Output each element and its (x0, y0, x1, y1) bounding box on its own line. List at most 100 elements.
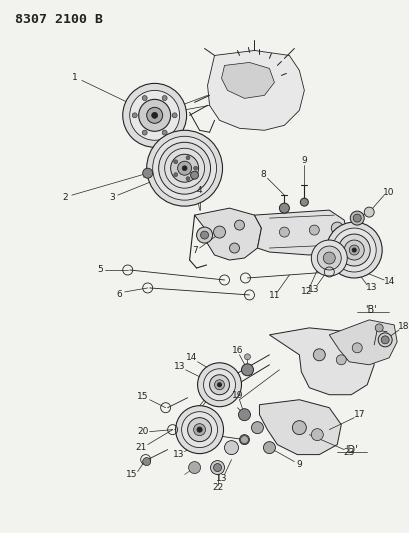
Circle shape (344, 240, 363, 260)
Circle shape (152, 136, 216, 200)
Circle shape (377, 333, 391, 347)
Circle shape (310, 429, 323, 441)
Polygon shape (194, 208, 261, 260)
Text: 14: 14 (382, 278, 394, 286)
Text: 14: 14 (185, 353, 197, 362)
Circle shape (348, 245, 358, 255)
Polygon shape (269, 328, 373, 395)
Text: 'B': 'B' (364, 305, 376, 315)
Text: 13: 13 (215, 474, 227, 483)
Text: 21: 21 (135, 443, 146, 452)
Circle shape (380, 336, 388, 344)
Circle shape (310, 240, 346, 276)
Circle shape (353, 214, 360, 222)
Circle shape (200, 231, 208, 239)
Circle shape (177, 161, 191, 175)
Polygon shape (259, 400, 340, 455)
Text: 3: 3 (109, 192, 115, 201)
Circle shape (151, 112, 157, 118)
Circle shape (138, 99, 170, 131)
Circle shape (142, 130, 147, 135)
Circle shape (217, 383, 221, 387)
Circle shape (374, 324, 382, 332)
Circle shape (241, 364, 253, 376)
Circle shape (186, 156, 189, 160)
Text: 1: 1 (72, 73, 78, 82)
Circle shape (197, 363, 241, 407)
Circle shape (142, 95, 147, 101)
Circle shape (188, 462, 200, 473)
Circle shape (238, 409, 250, 421)
Circle shape (351, 248, 355, 252)
Circle shape (244, 354, 250, 360)
Text: 8: 8 (260, 169, 266, 179)
Circle shape (197, 427, 202, 432)
Circle shape (351, 343, 361, 353)
Circle shape (292, 421, 306, 434)
Circle shape (224, 441, 238, 455)
Text: 13: 13 (173, 362, 185, 372)
Circle shape (239, 434, 249, 445)
Circle shape (323, 252, 335, 264)
Polygon shape (207, 51, 303, 130)
Circle shape (162, 130, 167, 135)
Circle shape (186, 176, 189, 181)
Circle shape (213, 226, 225, 238)
Text: 13: 13 (173, 450, 184, 459)
Circle shape (317, 246, 340, 270)
Text: 20: 20 (137, 427, 148, 436)
Circle shape (175, 406, 223, 454)
Circle shape (190, 171, 198, 179)
Circle shape (330, 222, 342, 234)
Text: 9: 9 (301, 156, 306, 165)
Circle shape (279, 227, 289, 237)
Text: 22: 22 (211, 483, 222, 492)
Circle shape (146, 107, 162, 123)
Circle shape (308, 225, 319, 235)
Text: 13: 13 (364, 284, 376, 293)
Circle shape (210, 461, 224, 474)
Text: 11: 11 (268, 292, 279, 301)
Text: 19: 19 (231, 391, 243, 400)
Circle shape (146, 130, 222, 206)
Circle shape (312, 349, 324, 361)
Circle shape (213, 464, 221, 472)
Text: 8307 2100 B: 8307 2100 B (15, 13, 103, 26)
Circle shape (129, 91, 179, 140)
Text: 16: 16 (231, 346, 243, 356)
Circle shape (142, 168, 152, 178)
Circle shape (142, 458, 151, 465)
Circle shape (251, 422, 263, 434)
Text: 2: 2 (62, 192, 67, 201)
Text: 17: 17 (353, 410, 364, 419)
Circle shape (164, 148, 204, 188)
Text: 6: 6 (117, 290, 122, 300)
Polygon shape (221, 62, 274, 99)
Circle shape (181, 411, 217, 448)
Circle shape (162, 95, 167, 101)
Circle shape (229, 243, 239, 253)
Circle shape (263, 442, 275, 454)
Circle shape (203, 369, 235, 401)
Circle shape (132, 113, 137, 118)
Circle shape (182, 166, 187, 171)
Circle shape (214, 379, 224, 390)
Text: 7: 7 (192, 246, 198, 255)
Circle shape (187, 418, 211, 442)
Circle shape (173, 173, 177, 176)
Circle shape (172, 113, 177, 118)
Circle shape (173, 160, 177, 164)
Text: 10: 10 (382, 188, 394, 197)
Circle shape (234, 220, 244, 230)
Text: 12: 12 (300, 287, 311, 296)
Text: 15: 15 (137, 392, 148, 401)
Circle shape (337, 234, 369, 266)
Text: 4: 4 (196, 185, 202, 195)
Text: 13: 13 (307, 286, 318, 294)
Circle shape (158, 142, 210, 194)
Circle shape (122, 83, 186, 147)
Text: 23: 23 (343, 448, 354, 457)
Circle shape (170, 154, 198, 182)
Polygon shape (328, 320, 396, 365)
Polygon shape (254, 210, 346, 255)
